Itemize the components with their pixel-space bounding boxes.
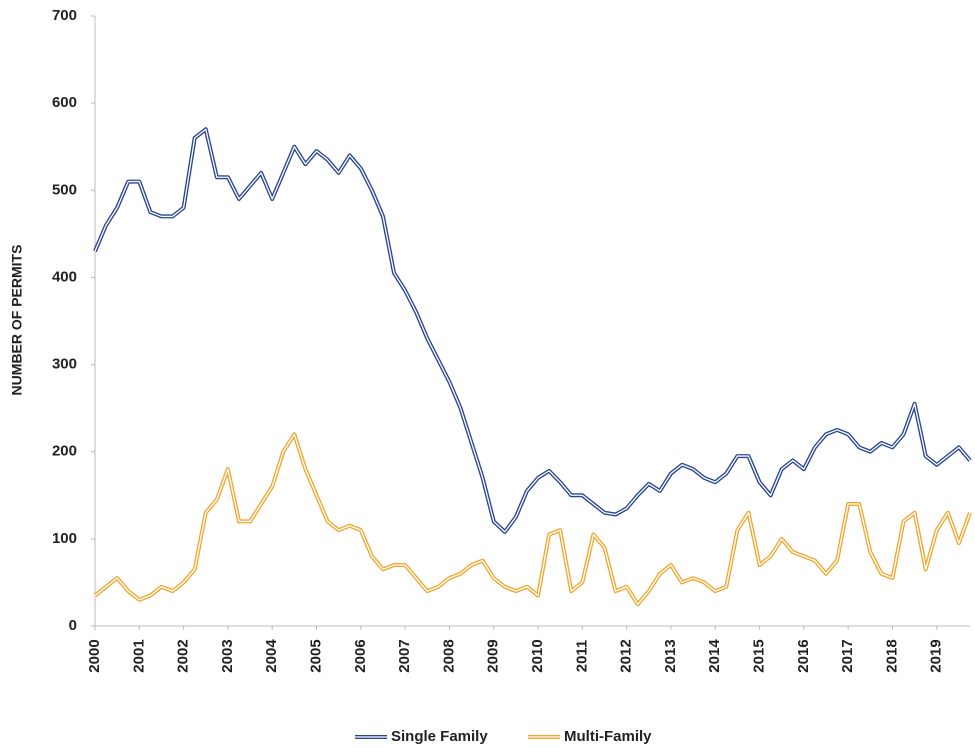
series-line-inner	[94, 433, 971, 605]
x-tick-label: 2002	[175, 639, 192, 672]
series-line-inner	[94, 128, 971, 533]
legend-label: Multi-Family	[564, 728, 652, 745]
y-tick-label: 200	[52, 443, 77, 460]
x-tick-label: 2005	[307, 639, 324, 672]
y-tick-label: 300	[52, 356, 77, 373]
x-tick-label: 2003	[219, 639, 236, 672]
x-tick-label: 2001	[130, 639, 147, 672]
x-tick-label: 2019	[928, 639, 945, 672]
y-tick-label: 500	[52, 181, 77, 198]
x-tick-label: 2013	[662, 639, 679, 672]
x-tick-label: 2017	[839, 639, 856, 672]
x-tick-label: 2009	[485, 639, 502, 672]
y-tick-label: 100	[52, 530, 77, 547]
y-tick-label: 400	[52, 268, 77, 285]
x-tick-label: 2011	[573, 640, 590, 673]
x-tick-label: 2012	[618, 639, 635, 672]
y-tick-label: 700	[52, 7, 77, 24]
x-tick-label: 2015	[751, 639, 768, 672]
series-line	[93, 432, 972, 607]
x-tick-label: 2014	[706, 639, 723, 673]
x-tick-label: 2010	[529, 639, 546, 672]
x-tick-label: 2018	[883, 639, 900, 672]
x-tick-label: 2007	[396, 639, 413, 672]
x-tick-label: 2006	[352, 639, 369, 672]
y-tick-label: 0	[69, 617, 77, 634]
x-tick-label: 2008	[440, 639, 457, 672]
x-tick-label: 2004	[263, 639, 280, 673]
legend-label: Single Family	[391, 728, 488, 745]
x-tick-label: 2000	[86, 639, 103, 672]
y-axis-label: NUMBER OF PERMITS	[9, 245, 25, 396]
y-tick-label: 600	[52, 94, 77, 111]
x-tick-label: 2016	[795, 639, 812, 672]
